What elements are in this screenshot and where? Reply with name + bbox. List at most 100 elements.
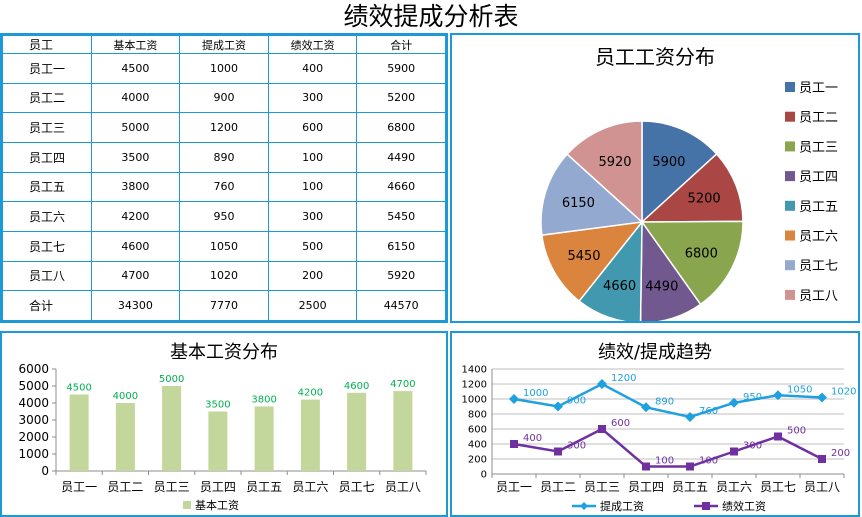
table-row: 员工二 4000 900 300 5200	[2, 82, 446, 114]
table-cell: 合计	[2, 290, 92, 321]
column-header-performance: 绩效工资	[267, 35, 358, 54]
pie-data-label: 6150	[562, 196, 595, 211]
bar	[115, 403, 135, 471]
data-point	[598, 425, 606, 433]
bar	[300, 399, 320, 471]
column-header-employee: 员工	[2, 35, 92, 54]
x-tick-label: 员工二	[540, 480, 576, 494]
pie-data-label: 5200	[688, 192, 721, 207]
table-cell: 300	[267, 201, 358, 232]
pie-slice	[640, 152, 744, 223]
x-tick-label: 员工四	[200, 480, 236, 494]
point-data-label: 400	[523, 433, 542, 444]
column-header-base-salary: 基本工资	[90, 35, 181, 54]
x-tick-label: 员工八	[385, 480, 421, 494]
point-data-label: 300	[743, 441, 762, 452]
y-tick-label: 1000	[462, 395, 487, 406]
table-cell: 1050	[179, 230, 269, 262]
x-tick-label: 员工四	[628, 480, 664, 494]
line-chart-title: 绩效/提成趋势	[597, 342, 713, 363]
table-total-row: 合计 34300 7770 2500 44570	[2, 290, 446, 321]
table-cell: 950	[179, 201, 269, 232]
point-data-label: 1000	[523, 388, 548, 399]
x-tick-label: 员工一	[61, 480, 97, 494]
x-tick-label: 员工八	[804, 480, 840, 494]
point-data-label: 600	[611, 418, 630, 429]
data-point	[597, 379, 607, 389]
x-tick-label: 员工七	[339, 480, 375, 494]
table-cell: 900	[179, 82, 269, 114]
pie-data-label: 5920	[598, 155, 631, 170]
table-row: 员工三 5000 1200 600 6800	[2, 112, 446, 143]
table-header-row: 员工 基本工资 提成工资 绩效工资 合计	[2, 35, 446, 54]
salary-table-panel: 员工 基本工资 提成工资 绩效工资 合计 员工一 4500 1000 400 5900 员…	[0, 33, 448, 323]
bar	[69, 394, 89, 471]
pie-chart-title: 员工工资分布	[595, 45, 715, 69]
y-tick-label: 1000	[18, 447, 49, 461]
table-cell: 员工三	[2, 112, 92, 143]
point-data-label: 300	[567, 441, 586, 452]
legend-swatch	[785, 289, 795, 300]
table-cell: 员工八	[2, 260, 92, 292]
y-tick-label: 4000	[18, 396, 49, 410]
table-cell: 1200	[179, 112, 269, 143]
legend-label: 员工六	[799, 230, 838, 245]
table-cell: 300	[267, 82, 358, 114]
point-data-label: 100	[699, 456, 718, 467]
table-cell: 4200	[90, 201, 181, 232]
legend-swatch	[785, 111, 795, 122]
y-tick-label: 3000	[18, 413, 49, 427]
legend-label: 员工一	[799, 81, 838, 96]
series-line	[513, 427, 823, 468]
point-data-label: 1200	[611, 373, 636, 384]
data-point	[773, 390, 783, 401]
data-point	[818, 455, 826, 463]
table-cell: 4490	[356, 141, 446, 173]
bar-data-label: 4600	[344, 381, 369, 392]
x-tick-label: 员工六	[292, 480, 328, 494]
bar-data-label: 4200	[298, 388, 323, 399]
pie-data-label: 5450	[567, 249, 600, 264]
bar-data-label: 4500	[66, 383, 91, 394]
legend-swatch	[183, 501, 191, 509]
pie-data-label: 6800	[685, 246, 718, 261]
point-data-label: 200	[831, 448, 850, 459]
pie-slice	[541, 221, 644, 303]
legend-label: 员工四	[799, 170, 838, 185]
table-cell: 400	[267, 53, 358, 84]
table-cell: 员工七	[2, 230, 92, 262]
x-tick-label: 员工三	[584, 480, 620, 494]
table-row: 员工五 3800 760 100 4660	[2, 171, 446, 203]
table-row: 员工六 4200 950 300 5450	[2, 201, 446, 232]
x-tick-label: 员工二	[107, 480, 143, 494]
table-cell: 6150	[356, 230, 446, 262]
y-tick-label: 800	[468, 410, 487, 421]
point-data-label: 100	[655, 456, 674, 467]
pie-data-label: 4660	[603, 279, 636, 294]
data-point	[553, 401, 563, 412]
bar-chart-panel: 基本工资分布 0 1000 2000 3000 4000 5000 6000 4500 员工一 4…	[0, 331, 448, 517]
table-cell: 4700	[90, 260, 181, 292]
data-point	[510, 440, 518, 448]
page-title: 绩效提成分析表	[343, 2, 519, 31]
legend-marker	[580, 502, 588, 510]
bar-data-label: 4700	[390, 379, 415, 390]
table-cell: 7770	[179, 290, 269, 321]
data-point	[509, 394, 519, 404]
pie-slice	[566, 120, 643, 224]
table-cell: 3500	[90, 141, 181, 173]
pie-data-label: 4490	[645, 280, 678, 295]
data-point	[774, 432, 782, 441]
y-tick-label: 1200	[462, 380, 487, 391]
y-tick-label: 5000	[18, 379, 49, 393]
legend-swatch	[785, 82, 795, 92]
table-cell: 600	[267, 112, 358, 143]
x-tick-label: 员工五	[246, 480, 282, 494]
table-cell: 6800	[356, 112, 446, 143]
bar-data-label: 4000	[113, 391, 138, 402]
point-data-label: 1020	[831, 387, 856, 398]
legend-swatch	[785, 260, 795, 271]
x-tick-label: 员工六	[716, 480, 752, 494]
data-point	[729, 397, 739, 408]
